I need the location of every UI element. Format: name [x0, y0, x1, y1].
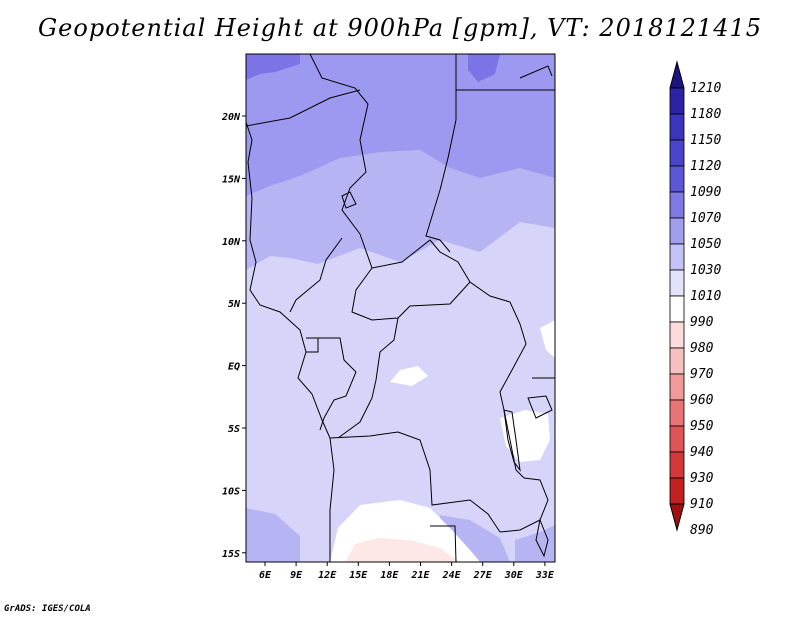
colorbar-label: 990	[690, 315, 714, 330]
fill-1010-region-ne	[540, 320, 555, 358]
lon-tick-label: 15E	[349, 570, 368, 581]
colorbar-group: 1210 1180 1150 1120 1090 1070 1050 1030 1010 990 9…	[669, 60, 721, 538]
lat-tick-label: 10N	[222, 237, 241, 248]
colorbar-swatch	[669, 113, 685, 141]
colorbar-label: 1090	[690, 185, 721, 200]
colorbar-swatch	[669, 451, 685, 479]
colorbar-swatch	[669, 139, 685, 167]
colorbar-swatch	[669, 217, 685, 245]
border-central-1	[359, 233, 521, 325]
border-central-2	[289, 237, 343, 313]
colorbar-swatch	[669, 347, 685, 375]
border-drc-north	[337, 317, 399, 439]
colorbar-swatch	[669, 191, 685, 219]
lat-tick-label: 10S	[222, 486, 240, 497]
map-frame	[245, 53, 556, 563]
colorbar-label: 1070	[690, 211, 721, 226]
lat-tick-label: EQ	[228, 362, 240, 373]
border-zambia	[499, 477, 549, 533]
credit-label: GrADS: IGES/COLA	[4, 604, 91, 614]
colorbar-swatch	[669, 321, 685, 349]
lat-tick-label: 15N	[222, 174, 241, 185]
colorbar-swatch	[669, 243, 685, 271]
colorbar-swatch	[669, 295, 685, 323]
colorbar-label: 1210	[690, 81, 721, 96]
longitude-axis: 6E 9E 12E 15E 18E 21E 24E 27E 30E 33E	[259, 562, 555, 581]
lon-tick-label: 33E	[535, 570, 555, 581]
lat-tick-label: 5N	[228, 299, 241, 310]
colorbar-label: 1030	[690, 263, 721, 278]
colorbar-label: 1120	[690, 159, 721, 174]
lake-malawi	[535, 518, 549, 558]
colorbar-swatch	[669, 477, 685, 505]
fill-1010-region-lake	[390, 366, 428, 386]
fill-1090-region-ne	[468, 54, 500, 82]
colorbar-label: 1150	[690, 133, 721, 148]
latitude-axis: 20N 15N 10N 5N EQ 5S 10S 15S	[221, 112, 246, 560]
border-angola-s	[430, 525, 457, 562]
lake-tanganyika	[503, 409, 521, 472]
lake-chad	[341, 191, 357, 209]
border-nile	[519, 65, 553, 79]
lake-victoria	[527, 395, 553, 419]
colorbar-label: 1180	[690, 107, 721, 122]
colorbar-label: 960	[690, 393, 714, 408]
border-angola-n	[329, 431, 501, 533]
fill-1050-region-sw	[246, 508, 300, 562]
colorbar-label: 1010	[690, 289, 721, 304]
lon-tick-label: 18E	[380, 570, 399, 581]
fill-990-region	[345, 538, 460, 562]
lon-tick-label: 27E	[473, 570, 493, 581]
fill-1010-region-east	[500, 410, 550, 462]
colorbar-swatch	[669, 425, 685, 453]
colorbar-label: 980	[690, 341, 714, 356]
lat-tick-label: 20N	[221, 112, 241, 123]
colorbar-label: 890	[690, 523, 714, 538]
colorbar-swatch	[669, 87, 685, 115]
lon-tick-label: 21E	[410, 570, 430, 581]
height-field	[246, 54, 555, 562]
colorbar-top-arrow	[669, 60, 685, 89]
border-north-3	[425, 54, 457, 253]
lon-tick-label: 30E	[504, 570, 524, 581]
colorbar-swatch	[669, 165, 685, 193]
colorbar-swatch	[669, 373, 685, 401]
lon-tick-label: 12E	[318, 570, 337, 581]
colorbar-label: 950	[690, 419, 714, 434]
border-gabon	[306, 337, 357, 431]
lon-tick-label: 24E	[442, 570, 462, 581]
coastline-west	[246, 121, 335, 562]
fill-1090-region	[246, 54, 300, 80]
colorbar-label: 930	[690, 471, 714, 486]
country-borders	[246, 54, 555, 562]
lat-tick-label: 5S	[228, 424, 240, 435]
lon-tick-label: 9E	[290, 570, 303, 581]
colorbar-label: 940	[690, 445, 714, 460]
colorbar-swatch	[669, 269, 685, 297]
border-gabon-2	[306, 338, 319, 353]
border-drc-east	[499, 323, 527, 479]
lat-tick-label: 15S	[222, 549, 240, 560]
colorbar-swatch	[669, 399, 685, 427]
lon-tick-label: 6E	[259, 570, 272, 581]
border-north-2	[246, 89, 361, 127]
colorbar-label: 1050	[690, 237, 721, 252]
chart-title: Geopotential Height at 900hPa [gpm], VT:…	[38, 14, 762, 42]
border-central-3	[351, 267, 471, 321]
colorbar-label: 970	[690, 367, 714, 382]
colorbar-label: 910	[690, 497, 714, 512]
colorbar-bottom-arrow	[669, 503, 685, 532]
